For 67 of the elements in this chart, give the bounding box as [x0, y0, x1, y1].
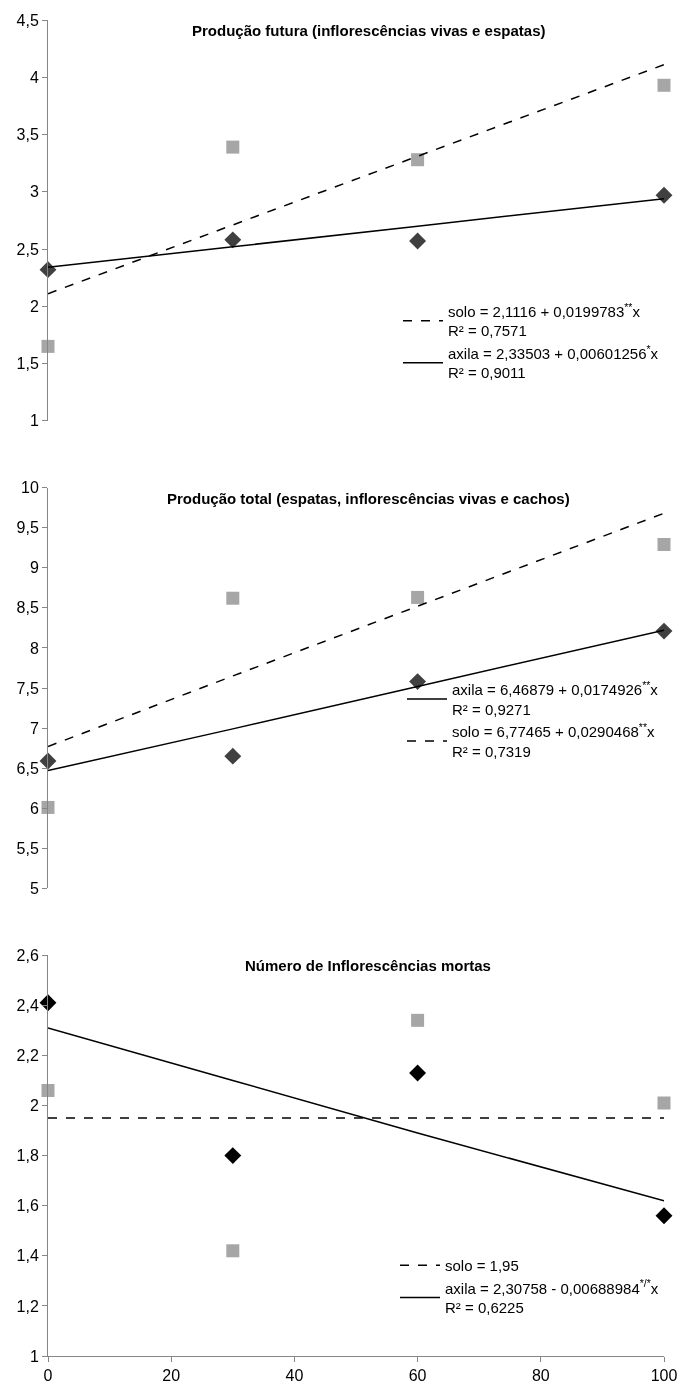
y-tick-label: 4,5: [16, 11, 39, 29]
text: axila = 2,30758 - 0,00688984$^{*/*}$x R² = 0,6225: [445, 1277, 659, 1317]
y-tick-label: 9: [29, 559, 39, 577]
y-tick-label: 2,2: [16, 1047, 39, 1064]
y-tick-label: 3: [29, 183, 39, 201]
y-tick-label: 4: [29, 68, 39, 86]
point: [409, 1064, 427, 1082]
point: [224, 1147, 242, 1165]
y-tick-label: 6,5: [16, 759, 39, 777]
chart-title: Produção total (espatas, inflorescências vivas e cachos): [167, 490, 570, 507]
point: [655, 186, 673, 204]
point: [39, 752, 57, 770]
x-tick-label: 80: [531, 1367, 550, 1385]
y-tick-label: 1,8: [16, 1147, 39, 1165]
point: [41, 339, 55, 353]
y-tick-label: 2,4: [16, 996, 39, 1014]
y-tick-label: 3,5: [16, 126, 39, 144]
y-tick-label: 2: [29, 1097, 39, 1115]
point: [224, 747, 242, 765]
y-tick-label: 1,6: [16, 1197, 39, 1215]
y-tick-label: 5,5: [16, 839, 39, 857]
y-tick-label: 6: [29, 799, 39, 817]
point: [657, 1096, 671, 1110]
point: [411, 153, 425, 167]
y-tick-label: 7: [29, 719, 39, 737]
y-tick-label: 1: [29, 1347, 39, 1365]
y-tick-label: 7,5: [16, 679, 39, 697]
point: [411, 590, 425, 604]
line-series: [48, 512, 664, 748]
y-tick-label: 8,5: [16, 599, 39, 617]
y-tick-label: 10: [21, 479, 39, 497]
y-tick-label: 1: [29, 412, 39, 430]
chart-title: Produção futura (inflorescências vivas e espatas): [192, 22, 546, 39]
y-tick-label: 2,5: [16, 240, 39, 258]
y-tick-label: 2,6: [16, 946, 39, 964]
legend-label: solo = 1,95: [445, 1257, 519, 1275]
point: [655, 1207, 673, 1225]
x-tick-label: 100: [650, 1367, 678, 1385]
y-tick-label: 1,4: [16, 1247, 39, 1265]
y-tick-label: 1,5: [16, 355, 39, 373]
point: [41, 800, 55, 814]
point: [657, 78, 671, 92]
y-tick-label: 9,5: [16, 519, 39, 537]
x-tick-label: 0: [43, 1367, 53, 1385]
y-tick-label: 2: [29, 297, 39, 315]
point: [224, 231, 242, 249]
text: axila = 2,33503 + 0,00601256$^{*}$x R² = 0,9011: [448, 342, 659, 382]
y-tick-label: 5: [29, 880, 39, 897]
y-tick-label: 8: [29, 639, 39, 657]
text: solo = 6,77465 + 0,0290468$^{**}$x R² = 0,7319: [452, 720, 655, 760]
point: [39, 994, 57, 1012]
point: [226, 1244, 240, 1258]
x-tick-label: 40: [285, 1367, 304, 1385]
x-tick-label: 20: [162, 1367, 181, 1385]
point: [409, 673, 427, 691]
chart-title: Número de Inflorescências mortas: [245, 957, 491, 974]
x-tick-label: 60: [408, 1367, 427, 1385]
y-tick-label: 1,2: [16, 1297, 39, 1315]
point: [41, 1083, 55, 1097]
point: [226, 140, 240, 154]
point: [655, 622, 673, 640]
point: [411, 1013, 425, 1027]
point: [657, 538, 671, 552]
point: [409, 232, 427, 250]
line-series: [48, 63, 664, 295]
point: [226, 591, 240, 605]
line-series: [48, 1027, 664, 1202]
